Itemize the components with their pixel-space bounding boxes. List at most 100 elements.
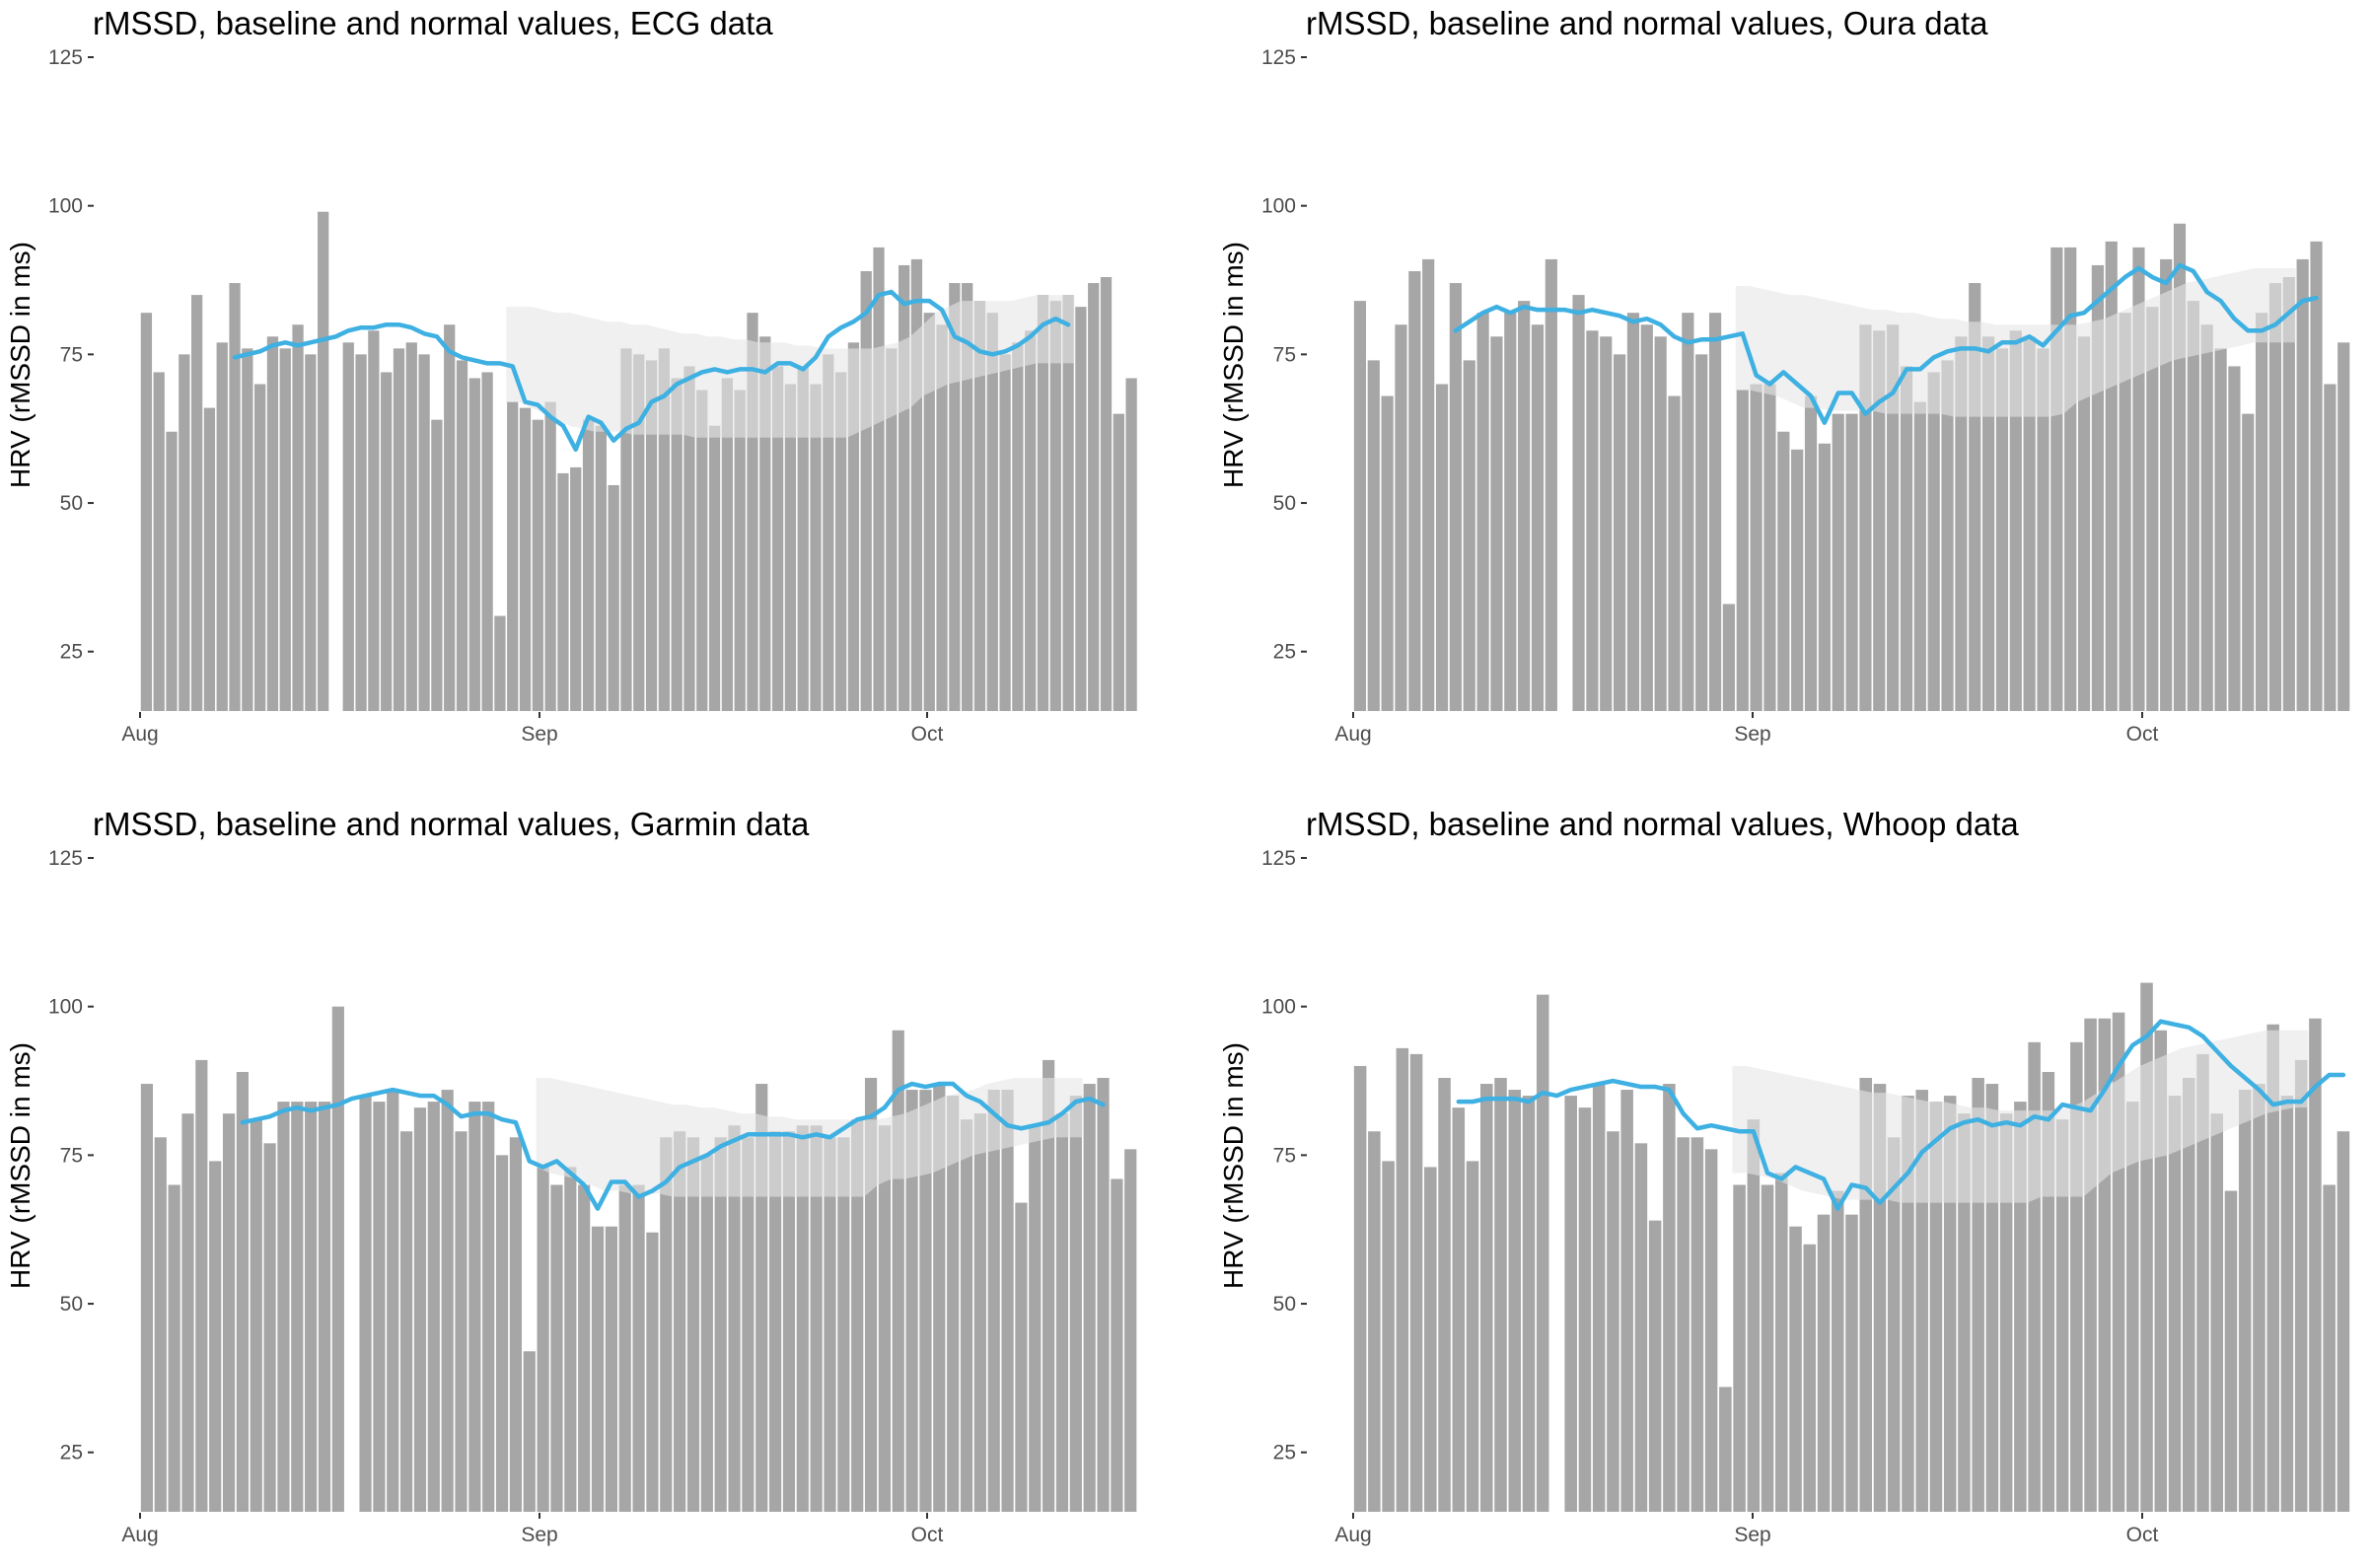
bar bbox=[427, 1102, 440, 1513]
bar bbox=[1803, 1244, 1817, 1513]
bar bbox=[658, 348, 671, 712]
bar bbox=[860, 270, 872, 712]
y-tick-label: 100 bbox=[48, 195, 83, 218]
bar bbox=[482, 1102, 495, 1513]
bar bbox=[140, 1084, 154, 1513]
bar bbox=[2014, 1102, 2027, 1513]
bar bbox=[1620, 1090, 1633, 1513]
bar bbox=[1722, 604, 1736, 712]
bar bbox=[1999, 1113, 2013, 1513]
bar bbox=[254, 384, 266, 712]
bar bbox=[279, 348, 291, 712]
bar bbox=[1012, 342, 1024, 712]
bar bbox=[742, 1137, 755, 1513]
bar bbox=[236, 1071, 249, 1513]
bar bbox=[2228, 366, 2241, 712]
bar bbox=[605, 1226, 617, 1513]
bar bbox=[1682, 313, 1694, 712]
bar bbox=[999, 354, 1011, 712]
bar bbox=[1648, 1220, 1662, 1513]
bar bbox=[2310, 241, 2323, 712]
bar bbox=[949, 283, 961, 712]
bar bbox=[1832, 413, 1844, 712]
baseline-line bbox=[1453, 262, 2319, 425]
bar bbox=[1663, 1084, 1676, 1513]
bar bbox=[523, 1351, 536, 1513]
chart-panel-1: rMSSD, baseline and normal values, ECG d… bbox=[5, 5, 1137, 746]
bar bbox=[557, 472, 569, 712]
bar bbox=[878, 1125, 891, 1513]
bar bbox=[2282, 277, 2295, 712]
chart-title: rMSSD, baseline and normal values, ECG d… bbox=[93, 5, 773, 41]
bar bbox=[153, 372, 165, 712]
bar bbox=[1508, 1090, 1522, 1513]
bar bbox=[618, 1184, 631, 1513]
bar bbox=[1913, 401, 1926, 712]
y-tick-label: 75 bbox=[60, 1144, 83, 1167]
x-tick-label: Aug bbox=[1334, 723, 1371, 746]
bar bbox=[2196, 1053, 2209, 1513]
y-tick-label: 50 bbox=[1273, 1293, 1296, 1316]
bar bbox=[179, 354, 190, 712]
y-axis-title: HRV (rMSSD in ms) bbox=[1218, 1042, 1249, 1289]
bar bbox=[986, 313, 998, 712]
bar bbox=[1634, 1143, 1648, 1513]
bar bbox=[550, 1184, 563, 1513]
bar bbox=[1480, 1084, 1493, 1513]
bar bbox=[1494, 1078, 1507, 1513]
bar bbox=[1777, 431, 1790, 712]
y-tick-label: 25 bbox=[60, 641, 83, 664]
bar bbox=[2324, 384, 2337, 712]
bar bbox=[1055, 1113, 1069, 1513]
bar bbox=[1900, 366, 1913, 712]
bar bbox=[905, 1090, 918, 1513]
bar bbox=[2182, 1078, 2195, 1513]
bar bbox=[1075, 307, 1087, 712]
bar bbox=[1695, 354, 1708, 712]
bar bbox=[747, 313, 758, 712]
bar bbox=[1761, 1184, 1774, 1513]
bar bbox=[1097, 1078, 1110, 1513]
y-axis-title: HRV (rMSSD in ms) bbox=[5, 242, 36, 488]
bar bbox=[203, 407, 216, 712]
bar bbox=[2023, 336, 2036, 712]
bar bbox=[1654, 336, 1667, 712]
y-axis-title: HRV (rMSSD in ms) bbox=[1218, 242, 1249, 488]
bar bbox=[1818, 443, 1831, 712]
y-tick-label: 25 bbox=[1273, 641, 1296, 664]
bar bbox=[1353, 301, 1367, 712]
bar bbox=[2309, 1018, 2322, 1513]
bar bbox=[1704, 1149, 1718, 1513]
bar bbox=[222, 1113, 236, 1513]
bar bbox=[632, 1184, 645, 1513]
bar bbox=[797, 366, 809, 712]
bar bbox=[1955, 336, 1968, 712]
bar bbox=[1466, 1161, 1479, 1513]
y-tick-label: 100 bbox=[1261, 996, 1296, 1019]
bar bbox=[645, 360, 658, 712]
bar bbox=[714, 1137, 727, 1513]
bar bbox=[1736, 390, 1749, 712]
bar bbox=[708, 425, 721, 712]
bar bbox=[1564, 1096, 1577, 1513]
bar bbox=[1463, 360, 1475, 712]
bar bbox=[851, 1119, 864, 1513]
bar bbox=[734, 390, 746, 712]
y-tick-label: 75 bbox=[1273, 1144, 1296, 1167]
chart-panel-3: rMSSD, baseline and normal values, Garmi… bbox=[5, 806, 1137, 1546]
bar bbox=[1690, 1137, 1704, 1513]
bar bbox=[166, 431, 178, 712]
baseline-line bbox=[240, 1081, 1106, 1211]
y-tick-label: 125 bbox=[1261, 46, 1296, 69]
bar bbox=[1353, 1065, 1367, 1513]
bar bbox=[1789, 1226, 1802, 1513]
bar bbox=[1592, 1084, 1606, 1513]
bar bbox=[1435, 384, 1449, 712]
y-tick-label: 25 bbox=[1273, 1442, 1296, 1464]
bar bbox=[342, 342, 354, 712]
bar bbox=[1438, 1078, 1451, 1513]
bar bbox=[1409, 1053, 1423, 1513]
bar bbox=[1476, 313, 1489, 712]
bar bbox=[1125, 378, 1137, 712]
